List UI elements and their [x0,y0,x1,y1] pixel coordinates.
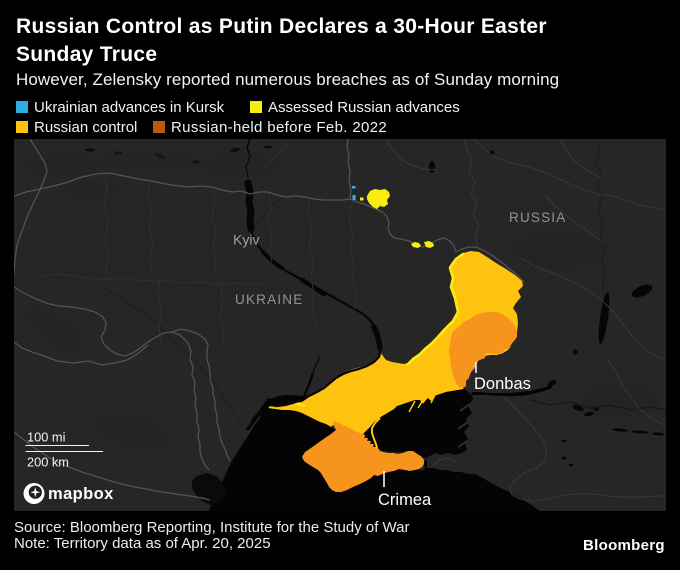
svg-text:200 km: 200 km [27,455,69,470]
svg-text:Kyiv: Kyiv [233,232,259,248]
svg-text:Donbas: Donbas [474,375,531,393]
svg-text:Crimea: Crimea [378,491,432,509]
svg-text:mapbox: mapbox [48,485,114,503]
svg-text:RUSSIA: RUSSIA [509,210,566,225]
svg-text:UKRAINE: UKRAINE [235,292,303,307]
svg-text:100 mi: 100 mi [27,430,65,445]
